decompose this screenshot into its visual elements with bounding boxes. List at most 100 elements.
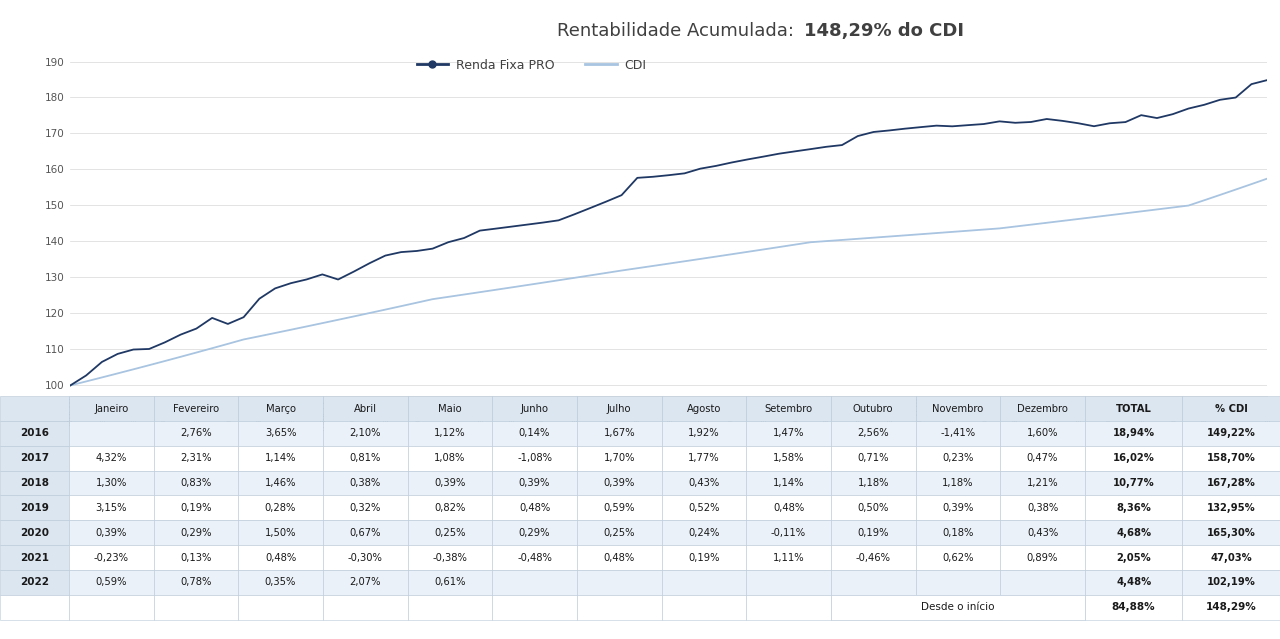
Bar	[746, 520, 831, 545]
Text: 2,76%: 2,76%	[180, 428, 211, 438]
Text: 0,39%: 0,39%	[942, 503, 974, 513]
Text: 1,67%: 1,67%	[603, 428, 635, 438]
Bar	[662, 570, 746, 595]
Text: Fevereiro: Fevereiro	[173, 404, 219, 413]
Text: 0,32%: 0,32%	[349, 503, 381, 513]
Bar	[662, 421, 746, 446]
Bar	[0, 570, 69, 595]
Text: % CDI: % CDI	[1215, 404, 1248, 413]
Text: 0,25%: 0,25%	[434, 528, 466, 537]
Text: Dezembro: Dezembro	[1018, 404, 1068, 413]
Text: 0,19%: 0,19%	[689, 553, 719, 562]
Text: 2019: 2019	[20, 503, 49, 513]
Text: Abril: Abril	[353, 404, 376, 413]
Bar	[238, 520, 323, 545]
Bar	[577, 545, 662, 570]
Text: 102,19%: 102,19%	[1207, 578, 1256, 587]
Bar	[746, 421, 831, 446]
Text: 2018: 2018	[20, 478, 49, 488]
Bar	[1000, 471, 1085, 495]
Bar	[154, 570, 238, 595]
Bar	[1085, 495, 1183, 520]
Text: 0,39%: 0,39%	[603, 478, 635, 488]
Text: 0,13%: 0,13%	[180, 553, 211, 562]
Bar	[831, 471, 915, 495]
Text: Julho: Julho	[607, 404, 631, 413]
Text: 0,47%: 0,47%	[1027, 453, 1059, 463]
Text: 0,39%: 0,39%	[96, 528, 127, 537]
Text: 0,19%: 0,19%	[858, 528, 888, 537]
Bar	[323, 396, 407, 421]
Bar	[662, 446, 746, 471]
Text: -0,46%: -0,46%	[856, 553, 891, 562]
Bar	[746, 396, 831, 421]
Text: 18,94%: 18,94%	[1112, 428, 1155, 438]
Bar	[746, 595, 831, 620]
Text: 0,78%: 0,78%	[180, 578, 211, 587]
Bar	[238, 471, 323, 495]
Bar	[1000, 421, 1085, 446]
Bar	[323, 471, 407, 495]
Bar	[915, 446, 1000, 471]
Bar	[323, 570, 407, 595]
Text: 8,36%: 8,36%	[1116, 503, 1151, 513]
Text: 4,32%: 4,32%	[96, 453, 127, 463]
Text: 0,38%: 0,38%	[1027, 503, 1059, 513]
Text: 0,43%: 0,43%	[1027, 528, 1059, 537]
Text: 2020: 2020	[20, 528, 49, 537]
Text: Rentabilidade Acumulada:: Rentabilidade Acumulada:	[557, 22, 805, 40]
Text: 0,29%: 0,29%	[518, 528, 550, 537]
Bar	[831, 446, 915, 471]
Bar	[0, 446, 69, 471]
Text: 0,39%: 0,39%	[518, 478, 550, 488]
Text: -1,41%: -1,41%	[941, 428, 975, 438]
Text: 0,29%: 0,29%	[180, 528, 211, 537]
Text: 1,47%: 1,47%	[773, 428, 804, 438]
Bar	[1085, 520, 1183, 545]
Text: 167,28%: 167,28%	[1207, 478, 1256, 488]
Text: 0,61%: 0,61%	[434, 578, 466, 587]
Bar	[493, 495, 577, 520]
Bar	[662, 471, 746, 495]
Text: 2,07%: 2,07%	[349, 578, 381, 587]
Bar	[577, 446, 662, 471]
Text: -0,30%: -0,30%	[348, 553, 383, 562]
Text: 2022: 2022	[20, 578, 49, 587]
Text: 0,67%: 0,67%	[349, 528, 381, 537]
Bar	[831, 595, 915, 620]
Text: 10,77%: 10,77%	[1112, 478, 1155, 488]
Text: 148,29%: 148,29%	[1206, 602, 1257, 612]
Text: Junho: Junho	[521, 404, 549, 413]
Text: 1,58%: 1,58%	[773, 453, 804, 463]
Text: 0,82%: 0,82%	[434, 503, 466, 513]
Bar	[238, 595, 323, 620]
Bar	[69, 421, 154, 446]
Bar	[407, 595, 493, 620]
Text: 1,12%: 1,12%	[434, 428, 466, 438]
Bar	[1000, 446, 1085, 471]
Bar	[154, 396, 238, 421]
Bar	[831, 495, 915, 520]
Text: 0,25%: 0,25%	[603, 528, 635, 537]
Text: -0,23%: -0,23%	[93, 553, 129, 562]
Bar	[1085, 396, 1183, 421]
Bar	[407, 570, 493, 595]
Bar	[238, 446, 323, 471]
Text: 158,70%: 158,70%	[1207, 453, 1256, 463]
Bar	[493, 446, 577, 471]
Text: 132,95%: 132,95%	[1207, 503, 1256, 513]
Bar	[662, 520, 746, 545]
Text: 0,48%: 0,48%	[265, 553, 296, 562]
Text: 2,31%: 2,31%	[180, 453, 211, 463]
Text: Novembro: Novembro	[932, 404, 983, 413]
Bar	[323, 421, 407, 446]
Text: -1,08%: -1,08%	[517, 453, 552, 463]
Bar	[69, 446, 154, 471]
Text: 2,10%: 2,10%	[349, 428, 381, 438]
Bar	[407, 545, 493, 570]
Text: 149,22%: 149,22%	[1207, 428, 1256, 438]
Bar	[831, 520, 915, 545]
Bar	[1000, 595, 1085, 620]
Text: 0,59%: 0,59%	[603, 503, 635, 513]
Bar	[407, 495, 493, 520]
